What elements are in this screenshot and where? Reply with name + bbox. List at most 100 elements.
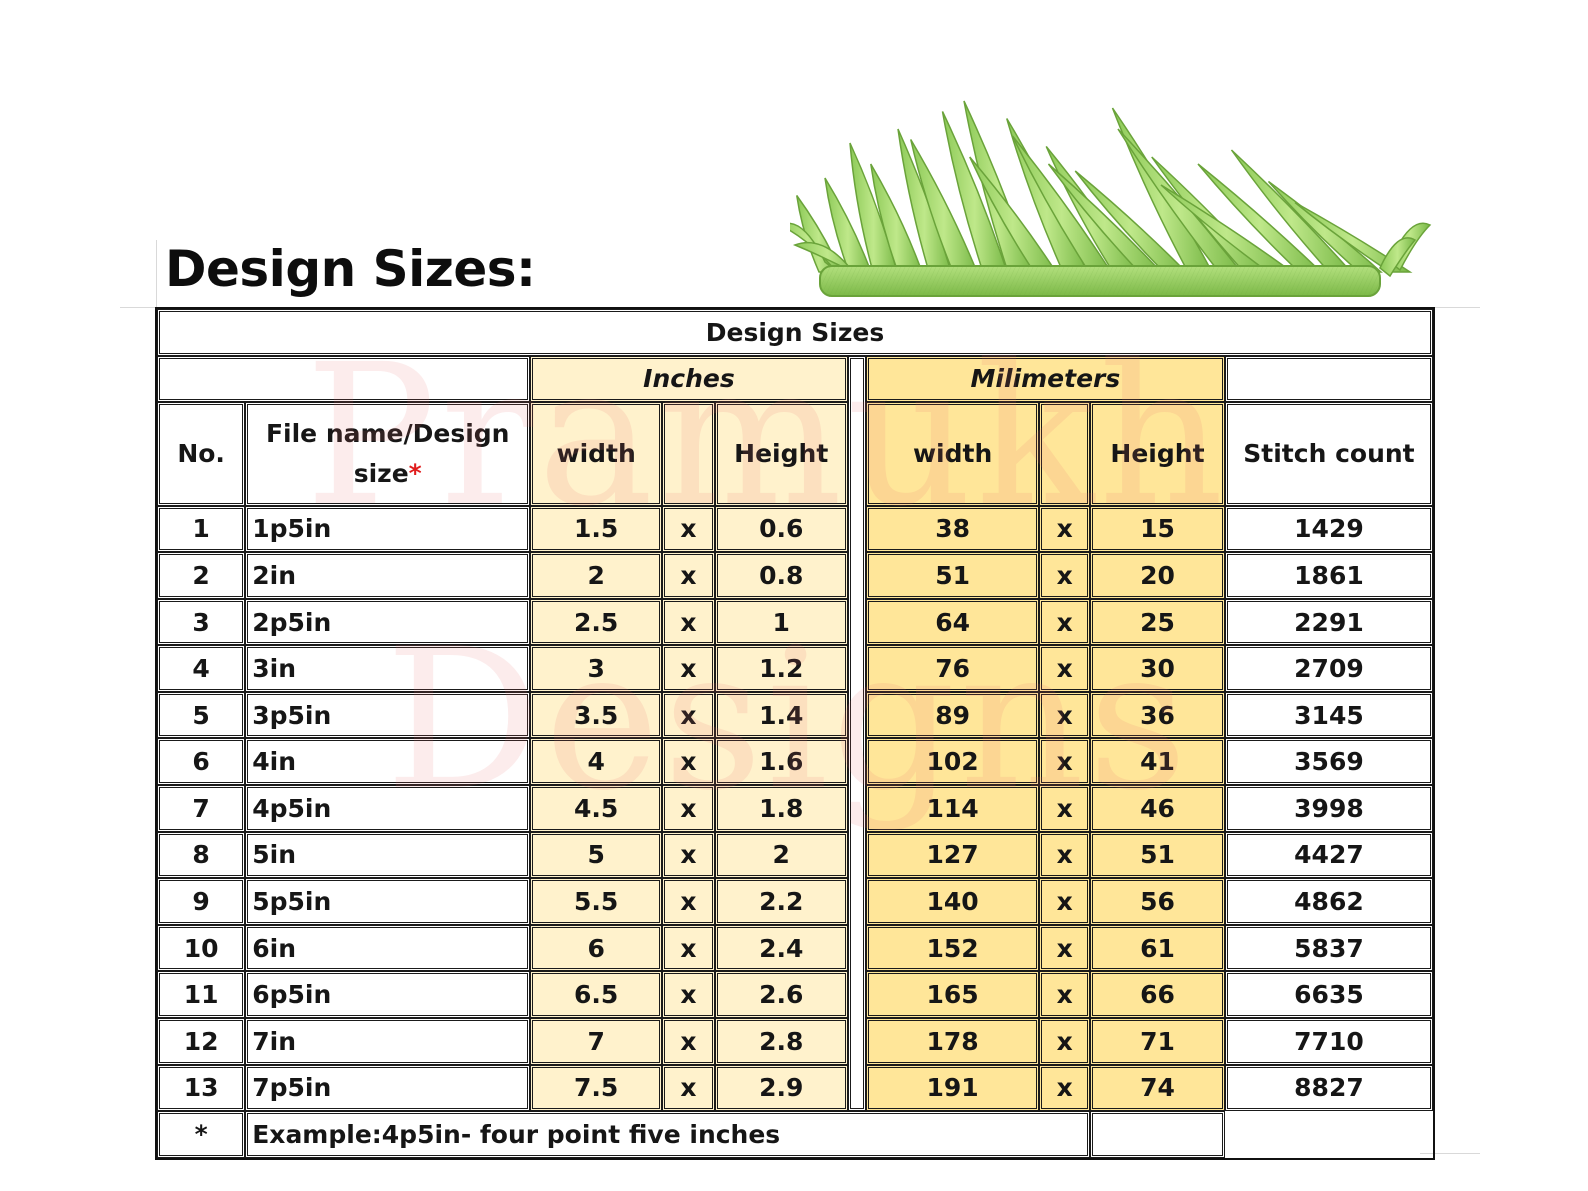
cell-inch-width: 5 — [530, 831, 663, 879]
cell-no: 9 — [157, 878, 246, 925]
cell-file-name: 7in — [245, 1018, 531, 1065]
table-row: 13 7p5in 7.5 x 2.9 191 x 74 8827 — [157, 1064, 1433, 1112]
cell-inch-height: 2 — [714, 831, 848, 879]
cell-file-name: 3in — [245, 645, 531, 692]
header-stitch-count: Stitch count — [1224, 402, 1433, 506]
cell-inch-height: 1.8 — [714, 785, 848, 832]
cell-mm-height: 41 — [1090, 738, 1225, 786]
cell-no: 1 — [157, 505, 246, 553]
grass-blade — [1230, 149, 1353, 273]
cell-times: x — [662, 971, 715, 1019]
cell-no: 13 — [157, 1064, 246, 1112]
cell-file-name: 1p5in — [245, 505, 531, 553]
cell-file-name: 7p5in — [245, 1064, 531, 1112]
cell-inch-width: 5.5 — [530, 878, 663, 925]
cell-stitch-count: 6635 — [1224, 971, 1433, 1019]
header-asterisk: * — [408, 458, 422, 488]
cell-times: x — [1039, 831, 1091, 879]
grass-blade — [910, 139, 979, 273]
cell-times: x — [662, 505, 715, 553]
cell-times: x — [662, 785, 715, 832]
cell-mm-width: 152 — [865, 924, 1040, 972]
cell-inch-width: 7 — [530, 1018, 663, 1065]
header-no: No. — [157, 402, 246, 506]
header-file-name: File name/Design size* — [245, 402, 531, 506]
cell-inch-width: 4 — [530, 738, 663, 786]
cell-mm-height: 30 — [1090, 645, 1225, 692]
grass-blade — [1197, 163, 1323, 273]
cell-file-name: 2in — [245, 552, 531, 599]
cell-times: x — [662, 1064, 715, 1112]
group-header-inches: Inches — [530, 355, 848, 403]
column-separator — [847, 355, 866, 1112]
cell-mm-height: 61 — [1090, 924, 1225, 972]
cell-times: x — [1039, 971, 1091, 1019]
cell-mm-height: 56 — [1090, 878, 1225, 925]
cell-inch-height: 1.4 — [714, 691, 848, 739]
cell-file-name: 3p5in — [245, 691, 531, 739]
cell-mm-height: 46 — [1090, 785, 1225, 832]
cell-mm-height: 20 — [1090, 552, 1225, 599]
cell-inch-height: 1.2 — [714, 645, 848, 692]
cell-no: 3 — [157, 598, 246, 646]
cell-mm-width: 165 — [865, 971, 1040, 1019]
cell-stitch-count: 7710 — [1224, 1018, 1433, 1065]
grass-blades — [790, 100, 1432, 278]
cell-times: x — [1039, 738, 1091, 786]
header-mm-height: Height — [1090, 402, 1225, 506]
table-row: 1 1p5in 1.5 x 0.6 38 x 15 1429 — [157, 505, 1433, 553]
cell-mm-height: 15 — [1090, 505, 1225, 553]
grass-blade — [824, 177, 873, 273]
cell-file-name: 2p5in — [245, 598, 531, 646]
table-row: 2 2in 2 x 0.8 51 x 20 1861 — [157, 552, 1433, 599]
cell-inch-width: 6 — [530, 924, 663, 972]
cell-inch-height: 2.2 — [714, 878, 848, 925]
cell-file-name: 4in — [245, 738, 531, 786]
table-row: 5 3p5in 3.5 x 1.4 89 x 36 3145 — [157, 691, 1433, 739]
cell-mm-width: 114 — [865, 785, 1040, 832]
footnote-blank — [1090, 1111, 1225, 1158]
table-row: 7 4p5in 4.5 x 1.8 114 x 46 3998 — [157, 785, 1433, 832]
cell-no: 10 — [157, 924, 246, 972]
page-title: Design Sizes: — [165, 240, 536, 298]
cell-inch-width: 3 — [530, 645, 663, 692]
header-file-name-label: File name/Design size — [265, 418, 510, 488]
grass-blade — [1047, 163, 1163, 273]
cell-no: 2 — [157, 552, 246, 599]
cell-mm-height: 66 — [1090, 971, 1225, 1019]
cell-mm-height: 36 — [1090, 691, 1225, 739]
cell-mm-height: 71 — [1090, 1018, 1225, 1065]
cell-file-name: 5p5in — [245, 878, 531, 925]
cell-inch-height: 2.4 — [714, 924, 848, 972]
grass-blade — [870, 163, 924, 273]
cell-inch-width: 3.5 — [530, 691, 663, 739]
cell-times: x — [662, 738, 715, 786]
group-header-blank — [157, 355, 531, 403]
cell-inch-width: 2.5 — [530, 598, 663, 646]
cell-inch-width: 2 — [530, 552, 663, 599]
cell-inch-height: 2.8 — [714, 1018, 848, 1065]
grass-blade — [1160, 184, 1295, 273]
cell-inch-height: 0.6 — [714, 505, 848, 553]
table-row: 11 6p5in 6.5 x 2.6 165 x 66 6635 — [157, 971, 1433, 1019]
grass-blade — [1074, 170, 1188, 273]
cell-times: x — [662, 691, 715, 739]
header-inch-times-blank — [662, 402, 715, 506]
cell-file-name: 5in — [245, 831, 531, 879]
cell-no: 5 — [157, 691, 246, 739]
cell-times: x — [1039, 785, 1091, 832]
table-row: 4 3in 3 x 1.2 76 x 30 2709 — [157, 645, 1433, 692]
table-row: 9 5p5in 5.5 x 2.2 140 x 56 4862 — [157, 878, 1433, 925]
sheet-guide-line — [156, 240, 157, 310]
cell-file-name: 4p5in — [245, 785, 531, 832]
table-row: 8 5in 5 x 2 127 x 51 4427 — [157, 831, 1433, 879]
cell-mm-width: 127 — [865, 831, 1040, 879]
cell-inch-width: 7.5 — [530, 1064, 663, 1112]
cell-mm-width: 140 — [865, 878, 1040, 925]
header-mm-width: width — [865, 402, 1040, 506]
sheet-guide-line — [1420, 1153, 1480, 1154]
cell-times: x — [1039, 1018, 1091, 1065]
cell-inch-height: 1.6 — [714, 738, 848, 786]
cell-times: x — [1039, 691, 1091, 739]
table-title: Design Sizes — [157, 309, 1433, 356]
